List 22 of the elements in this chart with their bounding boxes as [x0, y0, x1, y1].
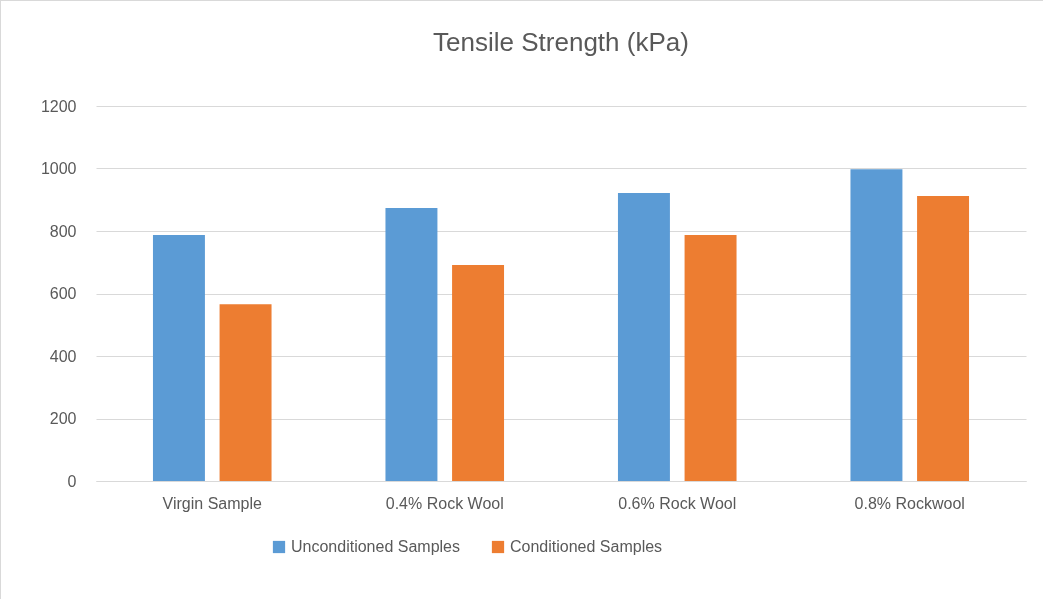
- bar: [385, 207, 438, 481]
- legend-label: Unconditioned Samples: [291, 538, 460, 555]
- chart-title: Tensile Strength (kPa): [433, 27, 689, 57]
- y-tick-label: 600: [49, 285, 77, 302]
- x-tick-label: 0.8% Rockwool: [854, 494, 965, 512]
- bar: [850, 169, 903, 481]
- x-tick-label: Virgin Sample: [162, 494, 263, 512]
- bar: [452, 265, 505, 481]
- bar: [917, 196, 970, 481]
- y-tick-label: 200: [49, 410, 77, 427]
- legend-label: Conditioned Samples: [510, 538, 663, 555]
- y-tick-label: 1200: [40, 97, 77, 115]
- bar: [219, 304, 272, 481]
- bar: [617, 192, 670, 481]
- y-tick-label: 400: [49, 347, 77, 365]
- x-tick-label: 0.6% Rock Wool: [618, 494, 737, 512]
- y-tick-label: 1000: [40, 160, 77, 177]
- y-tick-label: 800: [49, 222, 77, 240]
- bar: [152, 235, 205, 481]
- y-tick-label: 0: [67, 472, 77, 490]
- bar: [684, 235, 737, 481]
- x-tick-label: 0.4% Rock Wool: [385, 494, 504, 512]
